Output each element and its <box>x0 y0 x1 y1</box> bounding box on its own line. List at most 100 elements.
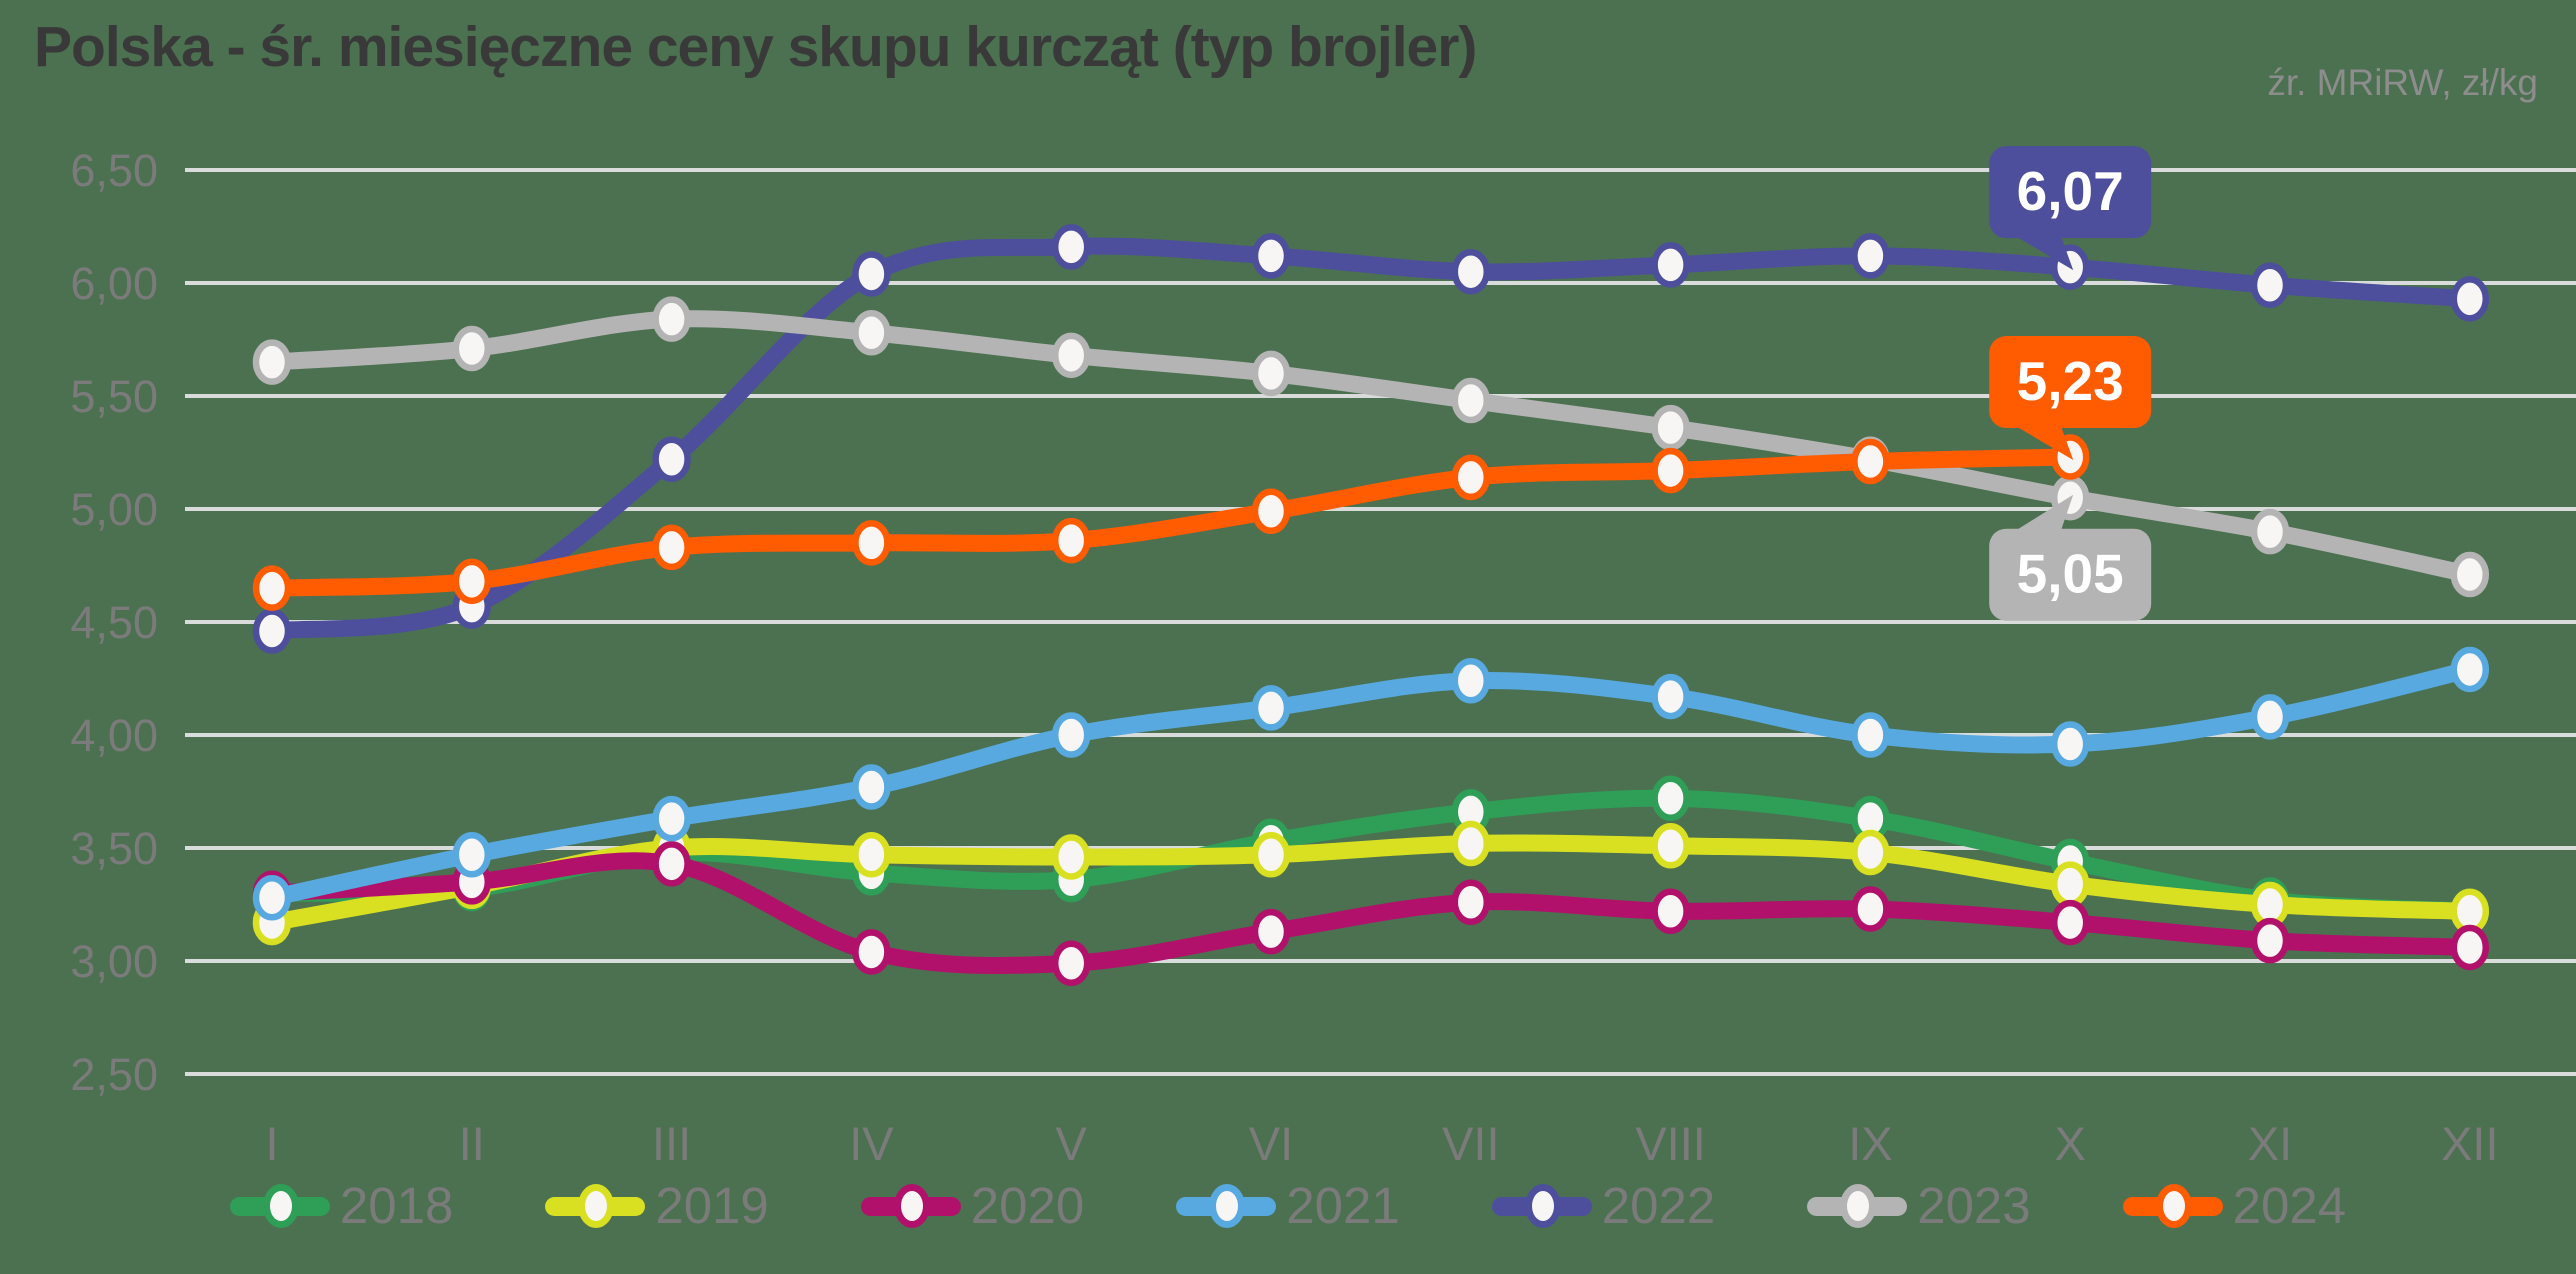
data-point-2024-IV <box>852 520 891 566</box>
data-point-2021-XI <box>2250 694 2290 740</box>
callout-bubble <box>1989 528 2152 621</box>
legend-marker-2018 <box>229 1183 330 1228</box>
data-point-2020-VII <box>1451 879 1491 925</box>
data-point-2020-VIII <box>1651 888 1690 935</box>
data-point-2020-IV <box>852 929 891 975</box>
series-line-2023 <box>263 310 2479 584</box>
callout-2023: 5,05 <box>1989 494 2152 621</box>
legend-point-sample <box>1524 1183 1561 1228</box>
legend-item-2022: 2022 <box>1491 1177 1716 1234</box>
callout-bubble <box>1989 146 2152 239</box>
x-axis-month-labels: I II III IV V VI VII VIII IX X XI XII <box>265 1117 2498 1170</box>
callout-2024: 5,23 <box>1989 336 2152 461</box>
data-point-2024-II <box>452 558 492 605</box>
legend-label-2024: 2024 <box>2232 1177 2347 1234</box>
series-2021 <box>252 646 2490 921</box>
legend-item-2023: 2023 <box>1807 1177 2031 1234</box>
data-point-2019-X <box>2050 861 2090 907</box>
x-tick-label-IX: IX <box>1848 1117 1892 1170</box>
legend-point-sample <box>893 1183 930 1228</box>
data-point-2024-VI <box>1251 488 1291 535</box>
data-point-2020-IX <box>1851 886 1890 932</box>
data-point-2024-VIII <box>1651 447 1690 494</box>
data-point-2023-VII <box>1451 377 1491 424</box>
legend-marker-2020 <box>860 1183 961 1228</box>
legend-label-2019: 2019 <box>655 1177 769 1234</box>
series-line-2019 <box>263 834 2479 932</box>
callout-tail <box>2012 494 2074 533</box>
legend-point-sample <box>1209 1183 1246 1228</box>
x-tick-label-III: III <box>652 1117 691 1170</box>
x-tick-label-VII: VII <box>1442 1117 1499 1170</box>
series-line-2020 <box>263 852 2479 975</box>
data-point-2023-V <box>1051 332 1091 379</box>
data-point-2021-III <box>652 795 691 842</box>
x-tick-label-II: II <box>459 1117 485 1170</box>
legend-point-sample <box>1840 1183 1877 1228</box>
data-point-2021-IV <box>852 764 891 810</box>
data-point-2022-IV <box>852 251 891 297</box>
data-point-2021-VIII <box>1651 673 1690 720</box>
legend-label-2018: 2018 <box>339 1177 454 1234</box>
data-point-2023-III <box>652 296 691 342</box>
data-point-2019-IX <box>1851 829 1890 876</box>
legend-marker-2022 <box>1491 1183 1592 1228</box>
y-tick-label: 3,00 <box>70 936 158 987</box>
series-2022 <box>252 224 2490 654</box>
y-tick-label: 4,00 <box>70 710 158 761</box>
data-point-2022-VIII <box>1651 242 1690 288</box>
y-tick-label: 6,00 <box>70 258 158 309</box>
legend-marker-2023 <box>1807 1183 1908 1228</box>
data-point-2020-V <box>1051 940 1091 987</box>
x-tick-label-VIII: VIII <box>1635 1117 1706 1170</box>
series-2023 <box>252 296 2490 598</box>
legend-label-2022: 2022 <box>1601 1177 1716 1234</box>
data-point-2019-IV <box>852 832 891 878</box>
source-note: źr. MRiRW, zł/kg <box>2267 62 2538 103</box>
data-callouts: 6,07 5,23 5,05 <box>1989 146 2152 621</box>
data-point-2021-V <box>1051 712 1091 758</box>
data-point-2019-VIII <box>1651 822 1690 869</box>
data-point-2022-VI <box>1251 233 1291 279</box>
y-tick-label: 2,50 <box>70 1049 158 1100</box>
data-series <box>252 224 2490 987</box>
legend-label-2023: 2023 <box>1917 1177 2031 1234</box>
data-point-2023-XII <box>2450 551 2490 598</box>
data-point-2021-X <box>2050 721 2090 767</box>
data-point-2023-I <box>252 339 292 385</box>
y-axis-tick-labels: 6,50 6,00 5,50 5,00 4,50 4,00 3,50 3,00 2,50 <box>70 145 158 1100</box>
legend-point-sample <box>2155 1183 2192 1228</box>
chart-title: Polska - śr. miesięczne ceny skupu kurcz… <box>34 15 1477 79</box>
data-point-2021-VII <box>1451 658 1491 704</box>
legend-item-2024: 2024 <box>2122 1177 2347 1234</box>
legend-label-2021: 2021 <box>1286 1177 1400 1234</box>
y-tick-label: 3,50 <box>70 823 158 874</box>
data-point-2022-XI <box>2250 262 2290 309</box>
data-point-2024-V <box>1051 517 1091 564</box>
data-point-2022-V <box>1051 224 1091 270</box>
data-point-2024-III <box>652 524 691 571</box>
callout-2022: 6,07 <box>1989 146 2152 271</box>
x-tick-label-XI: XI <box>2248 1117 2292 1170</box>
legend-item-2021: 2021 <box>1176 1177 1400 1234</box>
data-point-2022-VII <box>1451 248 1491 295</box>
data-point-2024-I <box>252 565 292 611</box>
callout-value: 6,07 <box>2017 160 2124 222</box>
series-2020 <box>252 841 2490 987</box>
series-line-2024 <box>263 448 2079 597</box>
data-point-2020-VI <box>1251 908 1291 955</box>
legend-point-sample <box>578 1183 615 1228</box>
callout-value: 5,05 <box>2017 543 2124 605</box>
data-point-2020-X <box>2050 899 2090 946</box>
y-tick-label: 4,50 <box>70 597 158 648</box>
x-tick-label-X: X <box>2055 1117 2086 1170</box>
callout-tail <box>2012 234 2074 271</box>
data-point-2022-I <box>252 608 292 654</box>
y-tick-label: 6,50 <box>70 145 158 196</box>
x-tick-label-I: I <box>265 1117 278 1170</box>
x-tick-label-XII: XII <box>2441 1117 2498 1170</box>
data-point-2020-XI <box>2250 917 2290 964</box>
y-tick-label: 5,00 <box>70 484 158 535</box>
